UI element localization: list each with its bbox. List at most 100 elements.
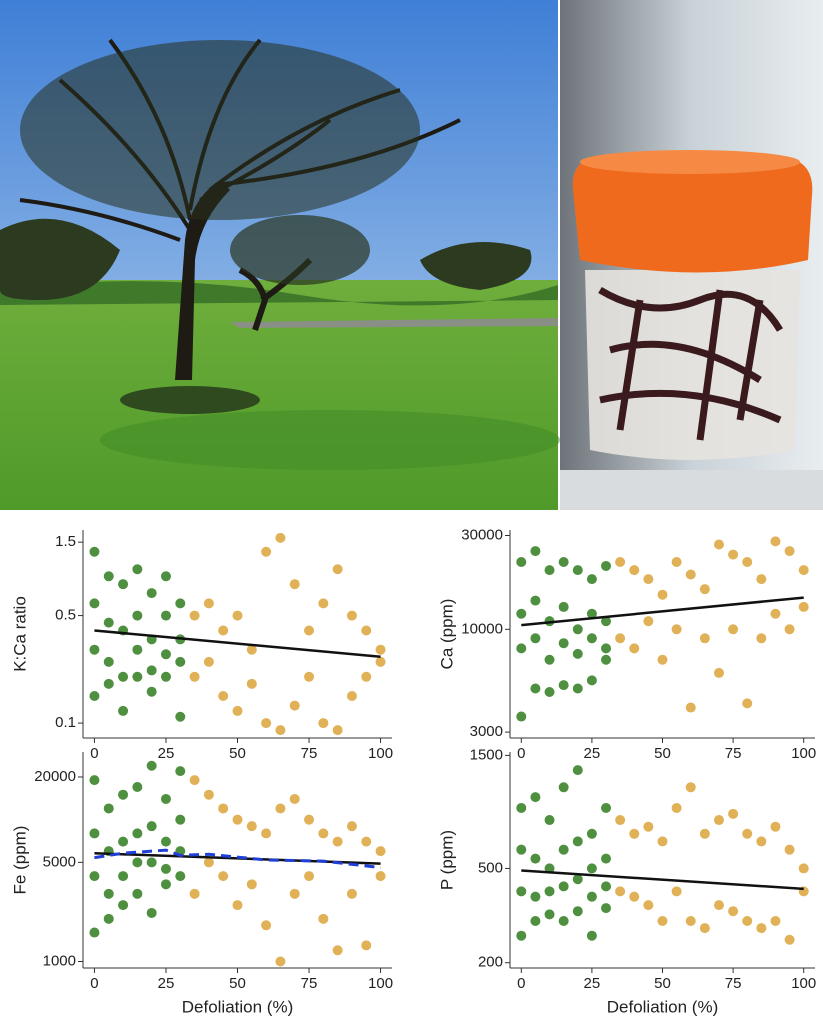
x-tick-label: 50 bbox=[654, 745, 671, 762]
point bbox=[784, 624, 795, 635]
point bbox=[770, 608, 781, 619]
point bbox=[89, 828, 100, 839]
y-axis-label: P (ppm) bbox=[437, 830, 456, 890]
point bbox=[103, 888, 114, 899]
point bbox=[544, 686, 555, 697]
point bbox=[742, 828, 753, 839]
point bbox=[601, 853, 612, 864]
y-tick-label: 20000 bbox=[34, 768, 76, 785]
y-axis-label: Fe (ppm) bbox=[10, 826, 29, 895]
point bbox=[146, 588, 157, 599]
point bbox=[232, 610, 243, 621]
point bbox=[275, 532, 286, 543]
point bbox=[318, 598, 329, 609]
point bbox=[530, 595, 541, 606]
point bbox=[530, 683, 541, 694]
point bbox=[89, 775, 100, 786]
point bbox=[685, 782, 696, 793]
point bbox=[558, 915, 569, 926]
point bbox=[685, 569, 696, 580]
x-tick-label: 50 bbox=[654, 975, 671, 992]
point bbox=[289, 700, 300, 711]
point bbox=[685, 915, 696, 926]
x-tick-label: 75 bbox=[301, 745, 318, 762]
x-tick-label: 25 bbox=[158, 745, 175, 762]
point bbox=[516, 556, 527, 567]
point bbox=[346, 821, 357, 832]
y-axis-label: K:Ca ratio bbox=[10, 596, 29, 672]
y-tick-label: 30000 bbox=[461, 526, 503, 543]
point bbox=[643, 900, 654, 911]
point bbox=[798, 601, 809, 612]
point bbox=[118, 871, 129, 882]
point bbox=[586, 675, 597, 686]
y-tick-label: 10000 bbox=[461, 620, 503, 637]
point bbox=[160, 879, 171, 890]
point bbox=[629, 891, 640, 902]
point bbox=[699, 923, 710, 934]
point bbox=[657, 654, 668, 665]
point bbox=[516, 608, 527, 619]
point bbox=[558, 680, 569, 691]
point bbox=[685, 702, 696, 713]
x-tick-label: 25 bbox=[584, 745, 601, 762]
point bbox=[132, 564, 143, 575]
point bbox=[89, 691, 100, 702]
point bbox=[375, 644, 386, 655]
point bbox=[304, 625, 315, 636]
point bbox=[189, 671, 200, 682]
point bbox=[544, 886, 555, 897]
point bbox=[586, 633, 597, 644]
point bbox=[261, 828, 272, 839]
x-tick-label: 25 bbox=[584, 975, 601, 992]
point bbox=[118, 900, 129, 911]
point bbox=[629, 565, 640, 576]
point bbox=[699, 828, 710, 839]
point bbox=[629, 643, 640, 654]
trend-line bbox=[521, 869, 804, 891]
point bbox=[516, 844, 527, 855]
point bbox=[246, 678, 257, 689]
point bbox=[275, 803, 286, 814]
point bbox=[615, 886, 626, 897]
point bbox=[146, 857, 157, 868]
point bbox=[132, 888, 143, 899]
point bbox=[361, 671, 372, 682]
point bbox=[643, 616, 654, 627]
point bbox=[261, 920, 272, 931]
y-tick-label: 0.5 bbox=[55, 607, 76, 624]
point bbox=[558, 782, 569, 793]
y-tick-label: 200 bbox=[478, 954, 503, 971]
point bbox=[558, 556, 569, 567]
point bbox=[643, 574, 654, 585]
point bbox=[132, 857, 143, 868]
point bbox=[558, 638, 569, 649]
panel: 0.1 0.5 1.5 0 25 50 75 100 K:Ca ratio bbox=[10, 530, 393, 762]
point bbox=[289, 793, 300, 804]
x-tick-label: 75 bbox=[725, 975, 742, 992]
point bbox=[572, 565, 583, 576]
point bbox=[160, 649, 171, 660]
point bbox=[175, 656, 186, 667]
point bbox=[189, 888, 200, 899]
point bbox=[572, 683, 583, 694]
point bbox=[756, 633, 767, 644]
point bbox=[530, 891, 541, 902]
x-tick-label: 0 bbox=[90, 745, 98, 762]
field-photo bbox=[0, 0, 560, 510]
point bbox=[530, 633, 541, 644]
point bbox=[699, 633, 710, 644]
point bbox=[218, 871, 229, 882]
point bbox=[203, 789, 214, 800]
point bbox=[103, 617, 114, 628]
point bbox=[784, 844, 795, 855]
point bbox=[586, 930, 597, 941]
point bbox=[246, 821, 257, 832]
point bbox=[275, 956, 286, 967]
point bbox=[728, 808, 739, 819]
x-tick-label: 0 bbox=[90, 975, 98, 992]
point bbox=[289, 579, 300, 590]
x-tick-label: 25 bbox=[158, 975, 175, 992]
